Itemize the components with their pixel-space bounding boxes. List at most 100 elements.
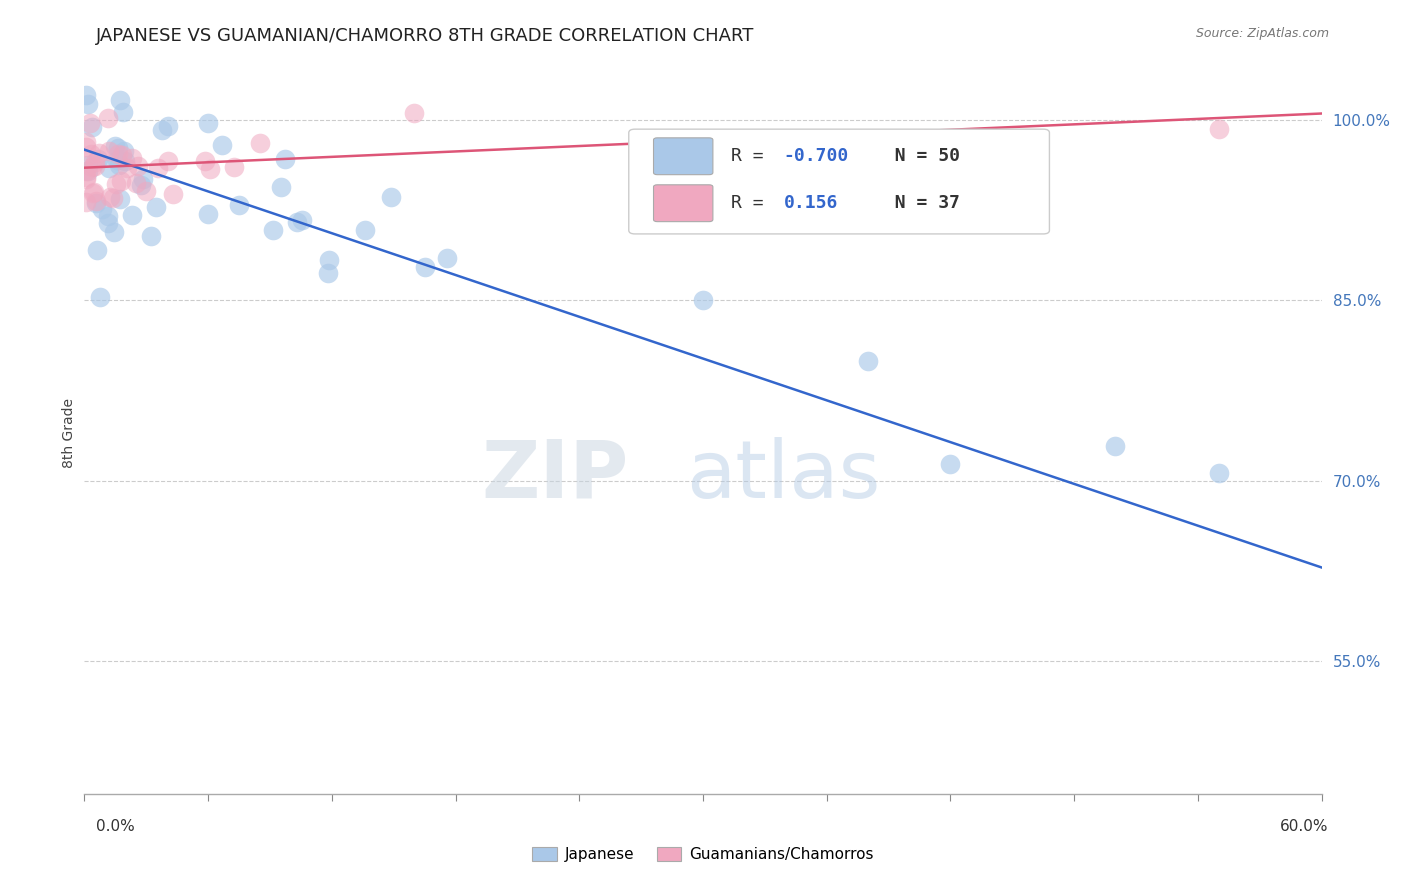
Point [107,141,129,155]
Point [90,202,112,216]
Point [939,457,962,471]
Point [114,154,136,169]
Point [84,159,107,173]
Legend: Japanese, Guamanians/Chamorros: Japanese, Guamanians/Chamorros [533,847,873,862]
Point [117,161,139,175]
Point [156,154,179,169]
Point [108,193,131,207]
Point [157,119,180,133]
Text: R =: R = [731,194,786,212]
Point [75,135,97,149]
Point [108,93,131,107]
Point [77,97,100,112]
Point [80,147,103,161]
FancyBboxPatch shape [628,129,1049,234]
Text: 0.156: 0.156 [783,194,838,212]
Point [270,180,292,194]
Point [131,178,153,192]
Text: ZIP: ZIP [481,437,628,515]
Point [112,144,135,158]
Point [83,186,105,200]
Point [101,191,124,205]
Text: Source: ZipAtlas.com: Source: ZipAtlas.com [1195,27,1329,40]
Point [413,260,436,274]
Text: atlas: atlas [686,437,880,515]
Point [110,174,132,188]
Text: R =: R = [731,147,775,165]
Point [86,243,108,257]
Point [89,290,111,304]
Point [98,190,121,204]
Point [197,207,219,221]
Point [110,148,132,162]
Point [77,164,100,178]
Text: N = 37: N = 37 [873,194,959,212]
FancyBboxPatch shape [654,185,713,221]
Point [80,120,103,135]
Point [318,252,340,267]
Point [105,177,128,191]
Point [111,104,134,119]
Point [97,111,120,125]
Point [139,229,162,244]
Point [692,293,714,308]
Point [1104,440,1126,454]
Point [105,153,128,167]
Point [77,158,100,172]
Point [353,223,375,237]
Point [108,158,131,172]
Point [79,116,101,130]
FancyBboxPatch shape [654,138,713,175]
Point [75,195,97,210]
Point [198,162,221,177]
Text: 60.0%: 60.0% [1281,820,1329,834]
Point [194,153,217,168]
Point [97,216,120,230]
Point [249,136,271,150]
Point [228,198,250,212]
Point [97,209,120,223]
Point [107,146,129,161]
Point [104,138,127,153]
Point [291,212,314,227]
Point [98,161,121,176]
Point [132,172,155,186]
Point [121,151,143,165]
Point [316,266,339,280]
Point [1208,121,1230,136]
Y-axis label: 8th Grade: 8th Grade [62,398,76,467]
Point [1208,467,1230,481]
Point [80,161,103,175]
Point [262,223,284,237]
Point [75,171,97,186]
Point [97,145,120,159]
Text: N = 50: N = 50 [873,147,959,165]
Point [84,196,107,211]
Text: JAPANESE VS GUAMANIAN/CHAMORRO 8TH GRADE CORRELATION CHART: JAPANESE VS GUAMANIAN/CHAMORRO 8TH GRADE… [96,27,754,45]
Point [75,88,97,103]
Text: -0.700: -0.700 [783,147,849,165]
Point [285,215,308,229]
Point [436,252,458,266]
Point [84,155,107,169]
Point [121,209,143,223]
Point [75,164,97,178]
Point [211,138,233,153]
Point [127,159,149,173]
Point [89,145,111,160]
Point [75,140,97,154]
Text: 0.0%: 0.0% [96,820,135,834]
Point [856,354,879,368]
Point [135,184,157,198]
Point [162,187,184,202]
Point [273,152,295,166]
Point [380,190,402,204]
Point [84,194,107,208]
Point [152,122,174,136]
Point [197,116,219,130]
Point [145,200,167,214]
Point [404,106,426,120]
Point [75,170,97,185]
Point [103,226,125,240]
Point [146,161,169,175]
